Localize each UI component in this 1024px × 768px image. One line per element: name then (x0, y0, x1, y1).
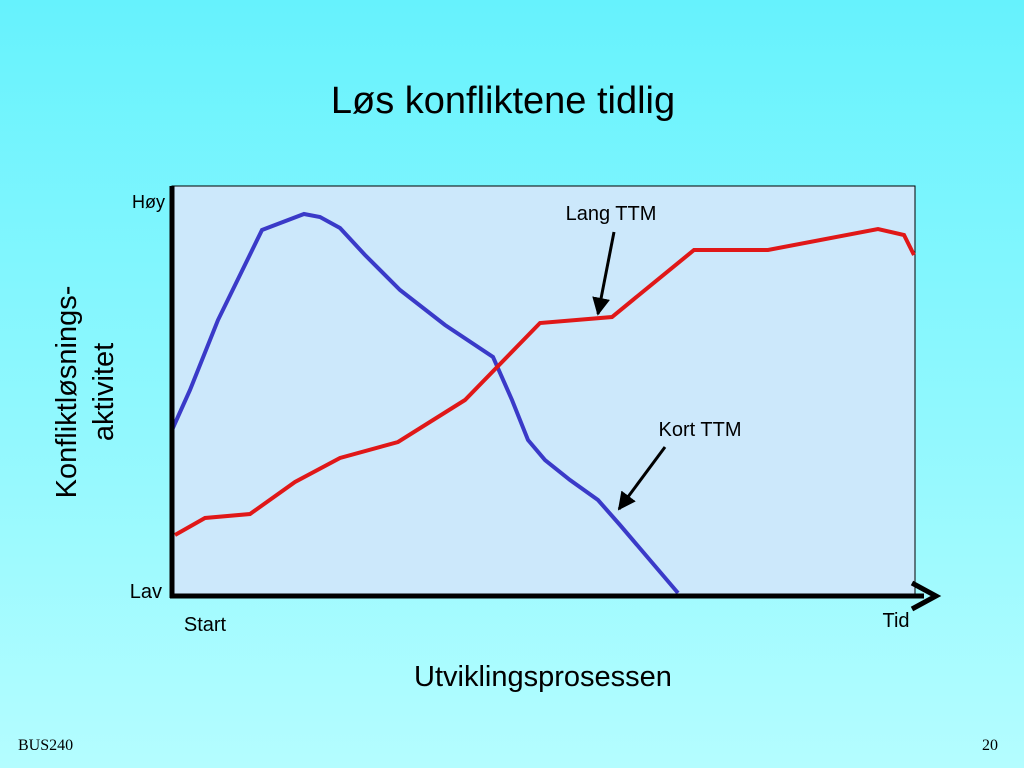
arrow (617, 446, 667, 511)
curve-short-ttm (170, 211, 680, 595)
y-axis-title: Konfliktløsnings- (51, 286, 83, 499)
y-axis-title: aktivitet (88, 343, 120, 441)
annotation: Kort TTM (659, 419, 742, 441)
y-low-label: Lav (130, 581, 162, 603)
y-high-label: Høy (132, 192, 165, 212)
plot-area (171, 185, 916, 597)
x-axis-arrow (910, 580, 942, 612)
page-number: 20 (982, 737, 998, 754)
x-start-label: Start (184, 614, 227, 636)
arrow (592, 231, 616, 316)
x-end-label: Tid (882, 610, 909, 632)
footer-course: BUS240 (18, 737, 73, 754)
x-axis-title: Utviklingsprosessen (414, 661, 672, 693)
curve-long-ttm (174, 226, 916, 537)
title: Løs konfliktene tidlig (331, 80, 675, 122)
annotation: Lang TTM (566, 203, 657, 225)
